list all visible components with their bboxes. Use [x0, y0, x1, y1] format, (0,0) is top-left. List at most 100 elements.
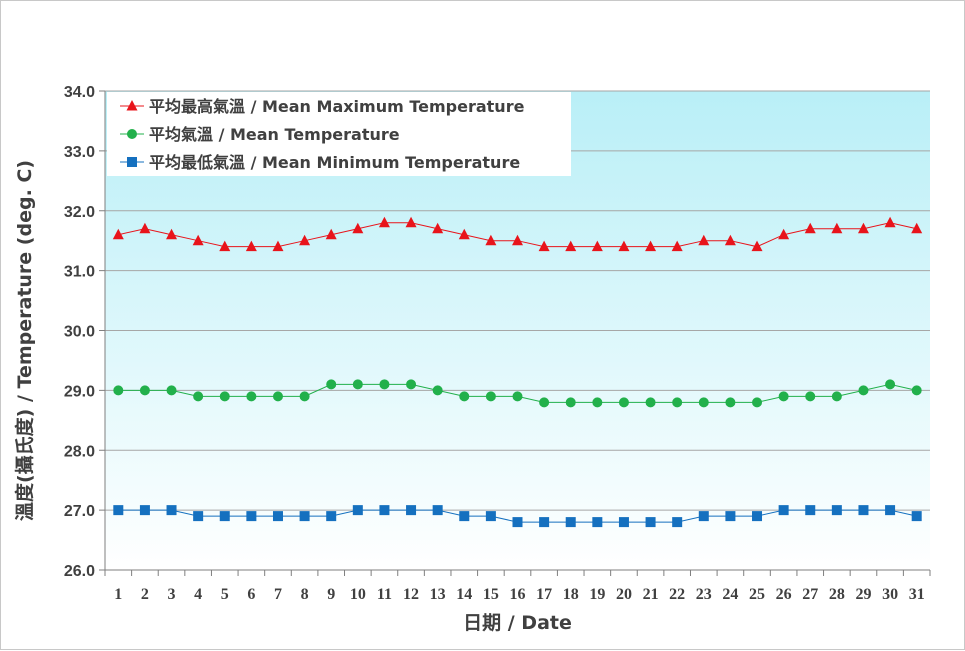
- data-point: [885, 379, 896, 390]
- x-tick-label: 11: [377, 586, 392, 603]
- x-tick-label: 4: [194, 586, 202, 603]
- data-point: [219, 391, 230, 402]
- x-tick-label: 30: [882, 586, 898, 603]
- y-tick-label: 32.0: [64, 204, 95, 221]
- data-point: [565, 397, 576, 408]
- data-point: [565, 240, 577, 252]
- data-point: [538, 240, 550, 252]
- data-point: [805, 391, 816, 402]
- data-point: [618, 397, 629, 408]
- data-point: [432, 385, 443, 396]
- data-point: [406, 379, 417, 390]
- data-point: [804, 222, 816, 234]
- data-point: [618, 517, 629, 528]
- data-point: [539, 517, 550, 528]
- data-point: [193, 391, 204, 402]
- data-point: [645, 240, 657, 252]
- x-tick-label: 28: [829, 586, 845, 603]
- legend-marker: [126, 100, 138, 111]
- x-tick-label: 27: [802, 586, 818, 603]
- y-tick-label: 29.0: [64, 383, 95, 400]
- x-tick-label: 6: [247, 586, 255, 603]
- x-tick-label: 31: [909, 586, 925, 603]
- data-point: [405, 216, 417, 228]
- data-point: [752, 397, 763, 408]
- x-tick-label: 18: [563, 586, 579, 603]
- x-axis-ticks: 1 2 3 4 5 6 7 8 9 10 11 12 13 14 15 16 17 18 19 20 21 22 23 24 2…: [104, 570, 931, 603]
- x-tick-label: 3: [168, 586, 176, 603]
- x-tick-label: 29: [855, 586, 871, 603]
- series-circle: [113, 379, 922, 408]
- data-point: [326, 511, 337, 522]
- data-point: [166, 505, 177, 516]
- series-layer: [112, 216, 923, 528]
- data-point: [432, 505, 443, 516]
- data-point: [592, 397, 603, 408]
- data-point: [698, 511, 709, 522]
- data-point: [379, 505, 390, 516]
- x-tick-label: 24: [722, 586, 738, 603]
- x-tick-label: 26: [776, 586, 792, 603]
- data-point: [326, 379, 337, 390]
- legend-item: 平均最高氣溫 / Mean Maximum Temperature: [120, 97, 525, 116]
- data-point: [512, 391, 523, 402]
- data-point: [645, 517, 656, 528]
- data-point: [672, 517, 683, 528]
- data-point: [406, 505, 417, 516]
- x-tick-label: 5: [221, 586, 229, 603]
- data-point: [139, 222, 151, 234]
- y-tick-label: 31.0: [64, 264, 95, 281]
- data-point: [778, 228, 790, 240]
- data-point: [858, 505, 869, 516]
- data-point: [166, 385, 177, 396]
- data-point: [352, 505, 363, 516]
- data-point: [245, 240, 257, 252]
- data-point: [724, 234, 736, 246]
- data-point: [193, 511, 204, 522]
- x-axis-title: 日期 / Date: [463, 612, 572, 634]
- data-point: [352, 222, 364, 234]
- data-point: [272, 511, 283, 522]
- data-point: [885, 505, 896, 516]
- legend-label: 平均最高氣溫 / Mean Maximum Temperature: [149, 97, 525, 116]
- x-tick-label: 8: [301, 586, 309, 603]
- data-point: [432, 222, 444, 234]
- data-point: [299, 511, 310, 522]
- data-point: [698, 234, 710, 246]
- x-tick-label: 19: [589, 586, 605, 603]
- y-tick-label: 30.0: [64, 324, 95, 341]
- data-point: [459, 511, 470, 522]
- data-point: [299, 391, 310, 402]
- data-point: [378, 216, 390, 228]
- y-tick-label: 33.0: [64, 144, 95, 161]
- x-tick-label: 23: [696, 586, 712, 603]
- y-axis-ticks: 26.0 27.0 28.0 29.0 30.0 31.0 32.0 33.0 34.0: [64, 84, 105, 580]
- data-point: [911, 222, 923, 234]
- data-point: [831, 222, 843, 234]
- data-point: [113, 385, 124, 396]
- data-point: [485, 234, 497, 246]
- gridlines: [105, 90, 930, 511]
- legend-item: 平均氣溫 / Mean Temperature: [120, 125, 400, 144]
- x-tick-label: 25: [749, 586, 765, 603]
- legend-background: [107, 92, 571, 176]
- data-point: [458, 228, 470, 240]
- data-point: [246, 391, 257, 402]
- data-point: [831, 391, 842, 402]
- data-point: [112, 228, 124, 240]
- data-point: [219, 240, 231, 252]
- data-point: [752, 511, 763, 522]
- x-tick-label: 17: [536, 586, 552, 603]
- data-point: [751, 240, 763, 252]
- data-point: [592, 517, 603, 528]
- x-tick-label: 20: [616, 586, 632, 603]
- data-point: [539, 397, 550, 408]
- legend-marker: [127, 129, 137, 139]
- data-point: [352, 379, 363, 390]
- data-point: [299, 234, 311, 246]
- x-tick-label: 2: [141, 586, 149, 603]
- data-point: [139, 505, 150, 516]
- data-point: [831, 505, 842, 516]
